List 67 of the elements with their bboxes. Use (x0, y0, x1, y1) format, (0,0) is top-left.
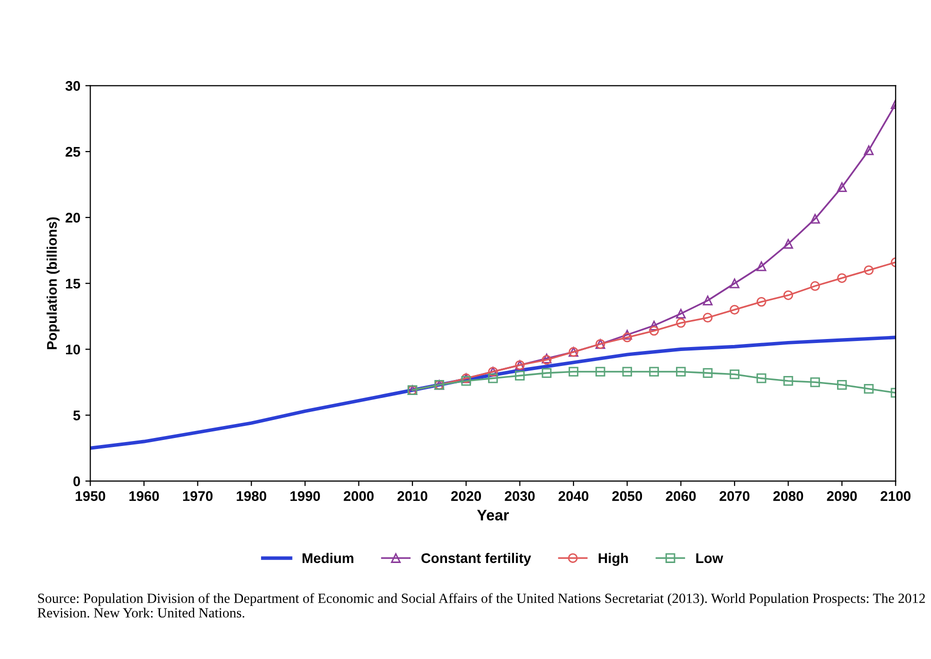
x-tick-label: 2010 (397, 491, 428, 501)
y-tick-label: 15 (66, 278, 80, 289)
point (542, 368, 552, 378)
x-tick-label: 2050 (612, 491, 642, 501)
point (864, 145, 874, 156)
y-tick-label: 5 (73, 410, 80, 420)
x-axis-title: Year (477, 510, 509, 521)
point (649, 326, 659, 336)
x-tick-label: 1990 (290, 491, 320, 501)
y-tick-label: 10 (66, 344, 80, 354)
y-tick-label: 25 (66, 146, 80, 157)
point (864, 265, 874, 276)
point (649, 366, 659, 377)
point (810, 281, 820, 291)
point (622, 332, 632, 342)
source-note: Source: Population Division of the Department of Economic and Social Affairs of the United Nations Secretariat (2013). World Population Prospects: The 2012 Revision. New York: United Nations. (38, 593, 925, 618)
x-tick-label: 2000 (344, 491, 374, 501)
x-tick-label: 2060 (666, 491, 696, 501)
point (676, 318, 686, 328)
y-tick-label: 20 (66, 212, 80, 223)
x-tick-label: 2090 (826, 491, 857, 501)
x-tick-label: 1970 (183, 491, 213, 501)
x-tick-label: 1980 (236, 491, 266, 501)
point (756, 373, 766, 384)
point (622, 330, 632, 340)
x-tick-label: 1960 (129, 491, 159, 501)
x-tick-label: 2100 (880, 491, 911, 501)
point (730, 369, 740, 380)
point (461, 376, 471, 386)
x-tick-label: 2020 (451, 491, 481, 501)
point (488, 373, 498, 384)
legend-label: Medium (302, 552, 354, 564)
point (837, 182, 847, 192)
legend-label: High (598, 552, 628, 566)
point (810, 377, 820, 388)
legend-label: Constant fertility (421, 552, 532, 566)
point (837, 273, 847, 283)
point (783, 238, 794, 249)
point (810, 214, 820, 224)
point (756, 261, 766, 272)
x-tick-label: 2040 (558, 491, 588, 501)
legend-label: Low (696, 553, 724, 564)
point (702, 296, 713, 306)
point (783, 376, 794, 386)
y-tick-label: 0 (73, 476, 80, 486)
point (702, 368, 713, 378)
point (730, 304, 740, 315)
point (568, 366, 578, 377)
point (730, 278, 740, 288)
point (595, 366, 606, 377)
point (756, 296, 766, 307)
point (864, 384, 874, 394)
y-axis-title: Population (billions) (46, 217, 60, 350)
point (837, 380, 847, 390)
point (676, 366, 686, 377)
line-series (90, 336, 896, 450)
point (676, 308, 686, 319)
point (514, 370, 525, 380)
x-tick-label: 2080 (773, 491, 804, 501)
point (622, 366, 632, 377)
x-tick-label: 2030 (504, 491, 535, 502)
x-tick-label: 1950 (76, 491, 106, 501)
x-tick-label: 2070 (720, 491, 750, 501)
point (702, 312, 713, 322)
point (649, 320, 659, 330)
y-tick-label: 30 (65, 81, 80, 91)
point (783, 290, 794, 300)
